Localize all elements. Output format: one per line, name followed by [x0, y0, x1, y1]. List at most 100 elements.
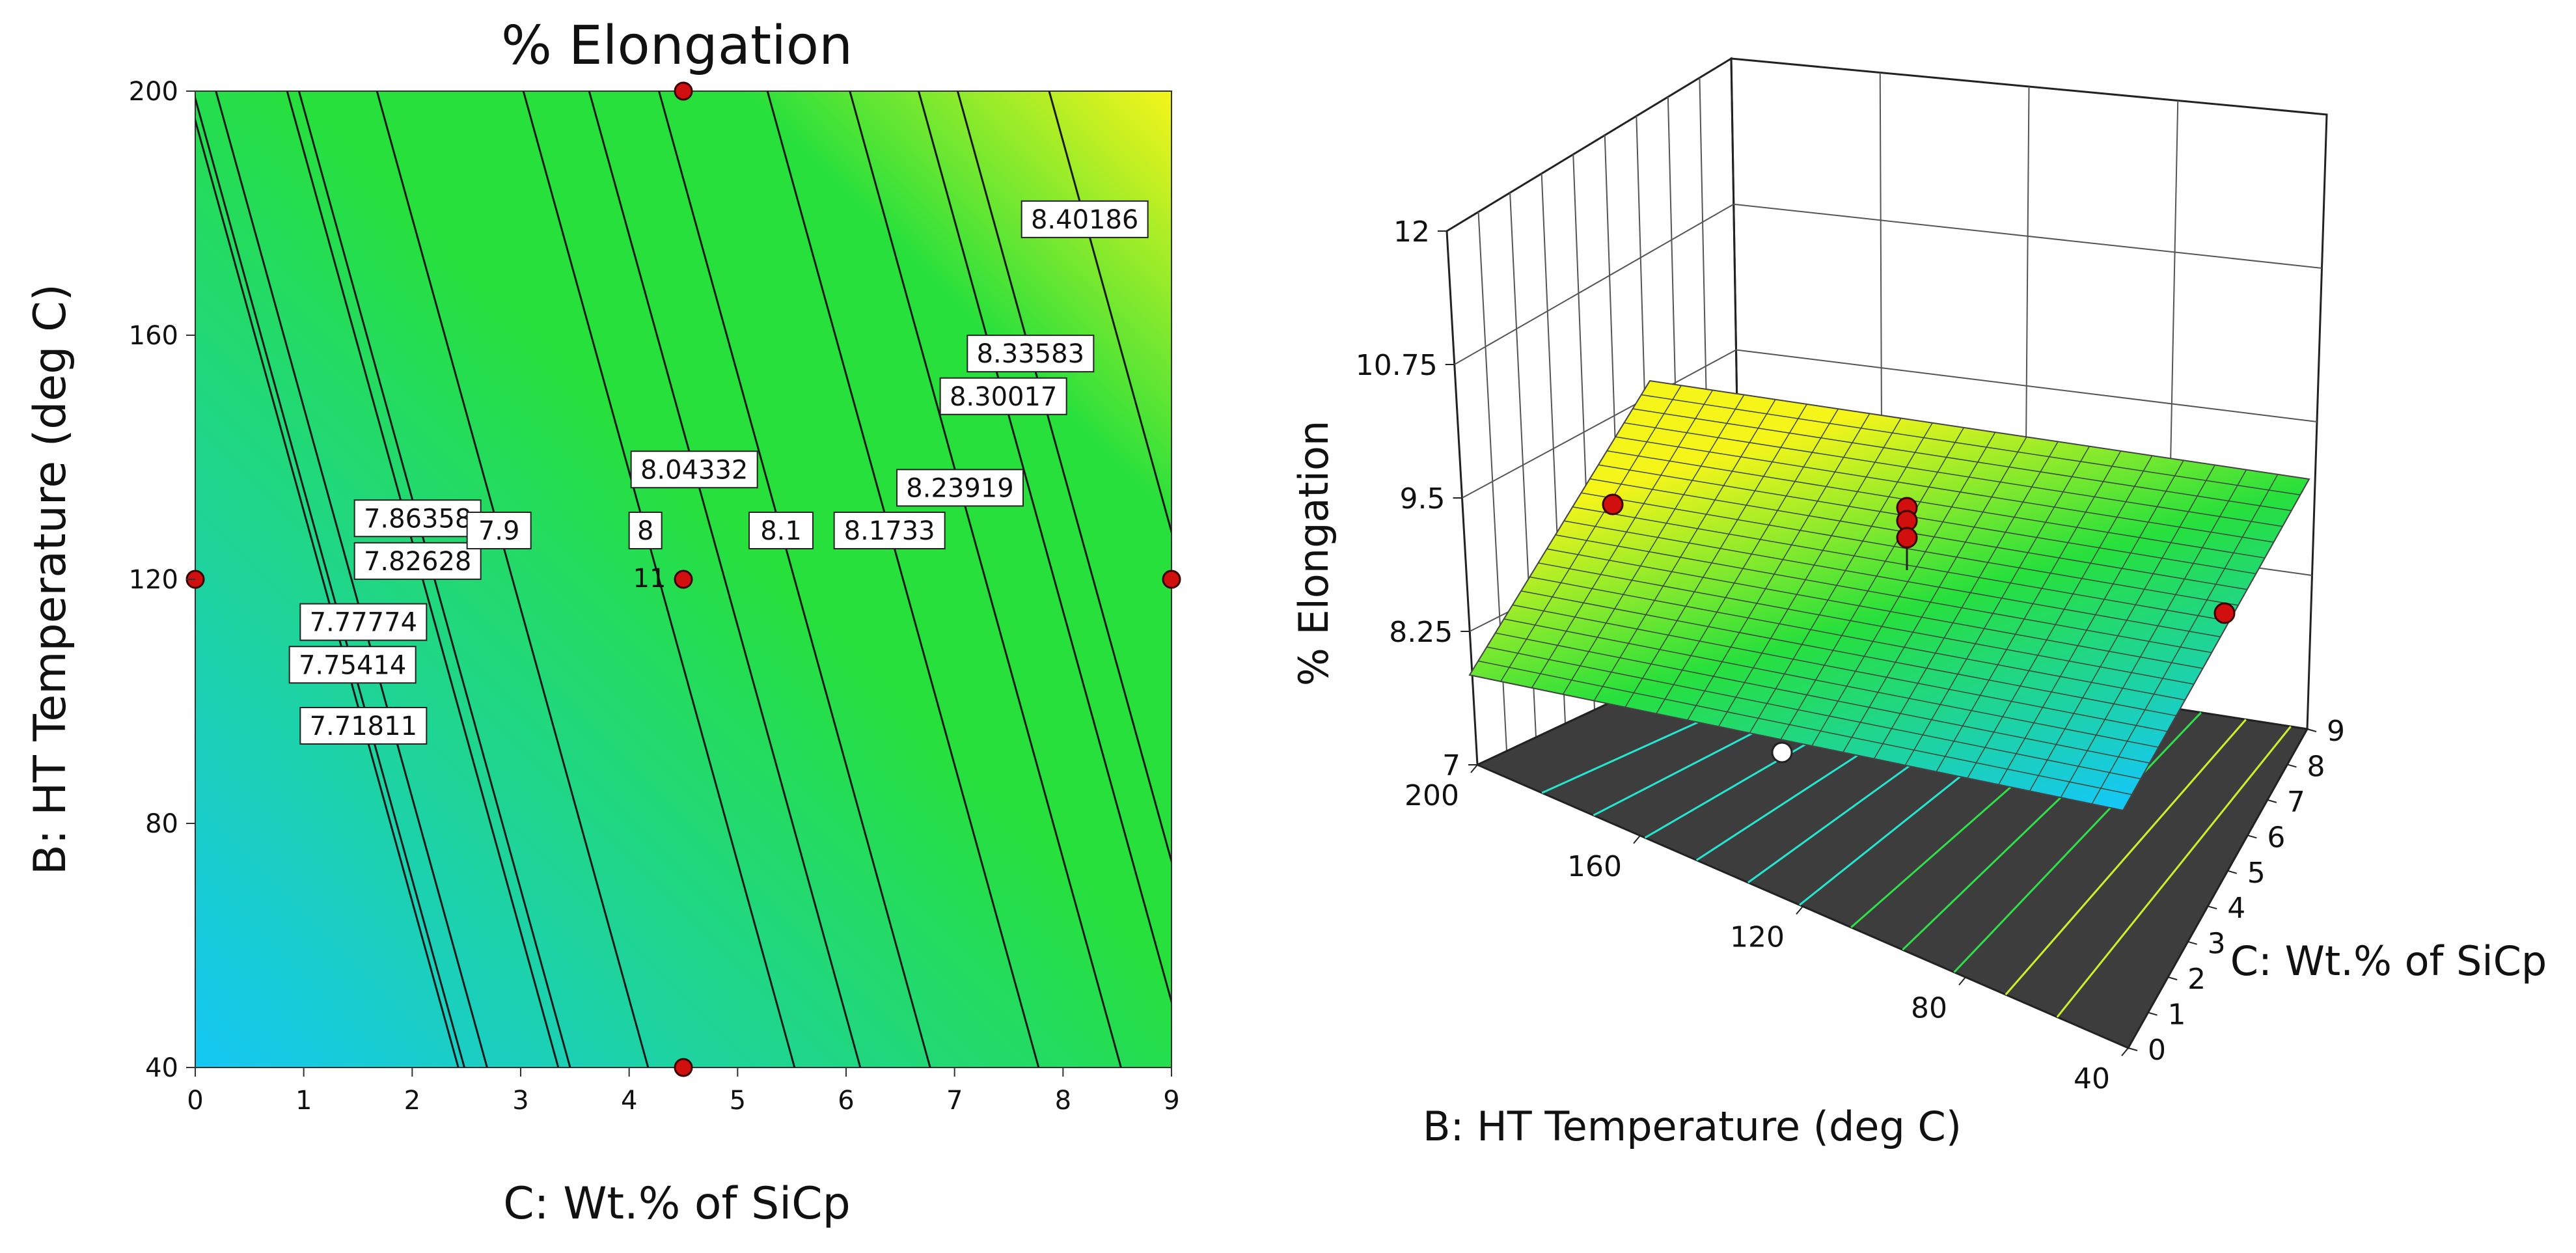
contour-line: [849, 91, 1122, 1067]
contour-x-ticks: 0 1 2 3 4 5 6 7 8 9: [187, 1067, 1180, 1116]
y-tick-label: 80: [145, 809, 178, 839]
contour-line: [956, 91, 1172, 865]
surface-grid-line: [1589, 478, 2247, 590]
design-point: [674, 81, 693, 101]
x-tick-label: 3: [512, 1086, 528, 1116]
contour-label: 8.30017: [939, 377, 1067, 415]
surface-grid-line: [2091, 474, 2279, 805]
surface-grid-line: [1656, 408, 1839, 714]
contour-label-text: 8.33583: [977, 339, 1084, 369]
surface-grid-line: [1529, 576, 2185, 701]
contour-line: [215, 91, 488, 1067]
contour-label-box: [630, 450, 758, 489]
contour-label-box: [896, 469, 1024, 507]
surface-grid: [1478, 385, 2301, 805]
c-tick-mark: [2307, 728, 2317, 732]
c-tick-mark: [2167, 976, 2178, 981]
surface-grid-line: [1593, 399, 1776, 702]
contour-label: 8.40186: [1021, 200, 1149, 238]
center-point-count: 11: [633, 564, 666, 594]
surface-grid-line: [1967, 455, 2153, 778]
contour-label: 8: [628, 512, 663, 549]
contour-label-text: 7.86358: [364, 504, 471, 534]
surface-grid-line: [1581, 492, 2239, 606]
surface-grid-line: [1503, 618, 2159, 748]
surface-design-point: [2213, 602, 2236, 624]
contour-label-text: 8.1: [760, 516, 802, 546]
contour-line: [1048, 91, 1172, 536]
c-tick-mark: [2247, 834, 2257, 839]
contour-lines: [195, 91, 1172, 1067]
b-tick-label: 160: [1567, 850, 1622, 883]
c-tick-mark: [2207, 905, 2217, 910]
contour-label: 8.23919: [896, 469, 1024, 507]
b-tick-mark: [1633, 835, 1641, 844]
contour-label: 7.86358: [353, 499, 482, 538]
c-tick-label: 0: [2148, 1034, 2166, 1067]
contour-line: [588, 91, 862, 1067]
c-tick-mark: [2287, 764, 2297, 768]
c-tick-mark: [2187, 941, 2197, 945]
back-wall-hgrid: [1733, 203, 2322, 269]
b-tick-mark: [1796, 905, 1803, 915]
floor-point: [1771, 741, 1793, 764]
x-tick-label: 1: [295, 1086, 312, 1116]
surface-grid-line: [1606, 450, 2266, 558]
x-tick-label: 8: [1055, 1086, 1071, 1116]
c-tick-label: 7: [2287, 786, 2305, 819]
x-tick-label: 5: [730, 1086, 746, 1116]
surface-grid-line: [1624, 422, 2283, 527]
contour-line: [195, 94, 465, 1067]
b-tick-mark: [2121, 1047, 2129, 1056]
b-tick-label: 80: [1911, 991, 1947, 1025]
y-tick-label: 160: [129, 321, 178, 351]
contour-label-box: [466, 512, 532, 549]
surface-grid-line: [1546, 548, 2203, 669]
contour-line: [522, 91, 796, 1067]
z-tick-label: 12: [1393, 215, 1430, 249]
contour-chart: % Elongation 7.71811 7.75414 7.77774 7.8262…: [25, 15, 1181, 1230]
surface-grid-line: [1632, 408, 2292, 512]
surface-z-axis-title: % Elongation: [1290, 420, 1337, 686]
surface-b-axis-title: B: HT Temperature (deg C): [1423, 1103, 1962, 1150]
surface-design-points: [1602, 493, 2236, 624]
surface-grid-line: [1873, 441, 2059, 760]
y-tick-label: 200: [129, 77, 178, 107]
contour-label: 7.77774: [299, 603, 428, 641]
surface-grid-line: [1843, 436, 2027, 753]
contour-label-box: [288, 646, 417, 684]
c-tick-label: 5: [2247, 857, 2266, 890]
surface-grid-line: [1615, 436, 2274, 543]
floor-contour-line: [1953, 711, 2202, 973]
y-tick-label: 40: [145, 1053, 178, 1083]
side-wall-hgrid: [1462, 349, 1736, 499]
contour-x-axis-title: C: Wt.% of SiCp: [503, 1178, 851, 1230]
surface-c-axis-title: C: Wt.% of SiCp: [2230, 937, 2547, 985]
x-tick-label: 6: [838, 1086, 854, 1116]
b-axis-ticks: 200 160 120 80 40: [1404, 764, 2129, 1095]
surface-grid-line: [2060, 469, 2247, 798]
contour-labels: 7.71811 7.75414 7.77774 7.82628 7.86358 7.9 8 8…: [288, 200, 1149, 745]
contour-y-ticks: 40 80 120 160 200: [129, 77, 195, 1083]
contour-label-box: [966, 335, 1095, 373]
contour-label-text: 8.1733: [844, 516, 935, 546]
surface-grid-line: [1641, 394, 2301, 495]
b-tick-mark: [1958, 976, 1966, 985]
surface-grid-line: [1562, 394, 1745, 695]
contour-y-axis-title: B: HT Temperature (deg C): [25, 284, 76, 875]
surface-grid-line: [1500, 385, 1682, 682]
surface-grid-line: [1521, 590, 2176, 717]
surface-grid-line: [1749, 422, 1933, 734]
contour-label-box: [353, 499, 482, 538]
contour-label: 7.71811: [299, 707, 428, 745]
contour-line: [195, 117, 459, 1067]
surface-grid-line: [1487, 646, 2141, 780]
x-tick-label: 0: [187, 1086, 203, 1116]
surface-grid-line: [1572, 506, 2230, 622]
surface-grid-line: [1512, 604, 2168, 732]
contour-label: 7.82628: [353, 542, 482, 580]
c-tick-mark: [2227, 870, 2238, 874]
contour-label-box: [1021, 200, 1149, 238]
